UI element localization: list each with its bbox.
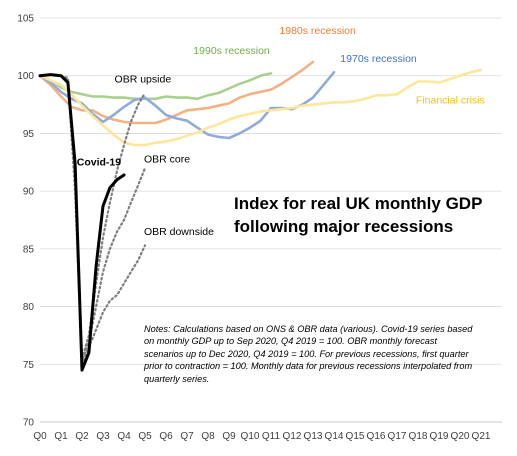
series-line-financial-crisis: [38, 68, 483, 147]
series-labels: 1990s recession 1980s recession 1970s rece…: [77, 25, 485, 238]
x-tick-label: Q10: [241, 431, 260, 442]
series-label-covid-19: Covid-19: [77, 157, 122, 169]
series-label-1990s-recession: 1990s recession: [193, 45, 270, 57]
series-label-1980s-recession: 1980s recession: [279, 25, 356, 37]
series-label-1970s-recession: 1970s recession: [340, 53, 417, 65]
x-tick-label: Q9: [222, 431, 236, 442]
x-tick-label: Q7: [180, 431, 194, 442]
y-tick-label: 95: [23, 129, 35, 140]
x-tick-label: Q13: [304, 431, 323, 442]
chart-title-line-2: following major recessions: [234, 217, 454, 236]
series-label-obr-downside: OBR downside: [144, 226, 214, 238]
x-tick-label: Q4: [117, 431, 131, 442]
axes: 70 75 80 85 90 95 100 105 Q0 Q1 Q2 Q3 Q4 Q5 Q6 Q7 Q8 Q9 Q1…: [17, 14, 502, 442]
series-lines: [38, 60, 483, 372]
x-tick-label: Q5: [138, 431, 152, 442]
series-line-1990s-recession: [38, 72, 273, 101]
series-label-obr-core: OBR core: [144, 153, 190, 165]
series-line-1980s-recession: [38, 60, 315, 125]
y-tick-label: 80: [23, 302, 35, 313]
y-tick-label: 90: [23, 187, 35, 198]
y-tick-label: 105: [17, 14, 34, 25]
x-tick-label: Q0: [33, 431, 47, 442]
x-tick-label: Q17: [388, 431, 407, 442]
x-tick-label: Q11: [262, 431, 281, 442]
x-tick-label: Q16: [367, 431, 386, 442]
x-tick-label: Q2: [75, 431, 89, 442]
x-tick-label: Q21: [472, 431, 491, 442]
y-tick-label: 85: [23, 244, 35, 255]
x-tick-label: Q14: [325, 431, 344, 442]
chart-title: Index for real UK monthly GDP following …: [234, 192, 504, 238]
x-tick-label: Q15: [346, 431, 365, 442]
y-tick-label: 70: [23, 418, 35, 429]
x-tick-label: Q12: [283, 431, 302, 442]
series-label-obr-upside: OBR upside: [115, 74, 172, 86]
x-tick-label: Q1: [54, 431, 68, 442]
chart-title-line-1: Index for real UK monthly GDP: [234, 194, 483, 213]
y-tick-label: 100: [17, 71, 34, 82]
x-tick-label: Q8: [201, 431, 215, 442]
x-tick-label: Q20: [451, 431, 470, 442]
y-tick-label: 75: [23, 360, 35, 371]
chart-notes: Notes: Calculations based on ONS & OBR d…: [144, 324, 473, 384]
series-label-financial-crisis: Financial crisis: [416, 94, 485, 106]
x-tick-label: Q6: [159, 431, 173, 442]
x-tick-label: Q3: [96, 431, 110, 442]
series-line-obr-upside: [59, 74, 147, 360]
x-tick-label: Q19: [430, 431, 449, 442]
series-line-covid-19: [38, 73, 126, 372]
series-line-1970s-recession: [38, 71, 336, 140]
gridlines: [40, 17, 502, 423]
x-tick-label: Q18: [409, 431, 428, 442]
